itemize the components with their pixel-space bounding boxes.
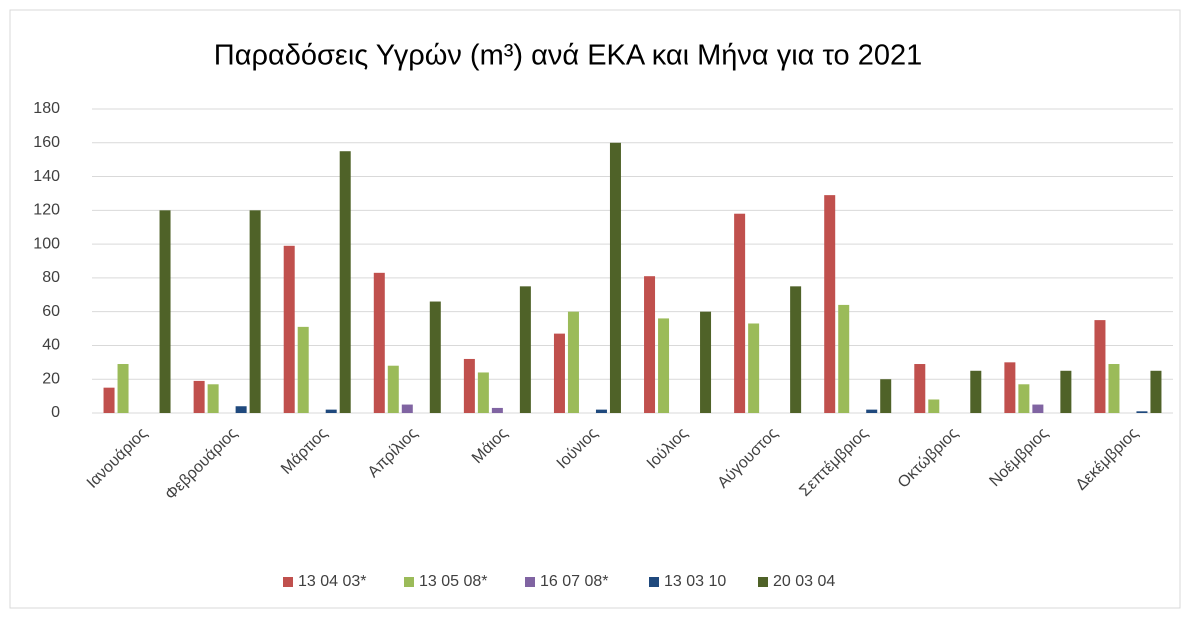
- bar: [1032, 404, 1044, 413]
- bar: [373, 272, 385, 413]
- bar: [159, 210, 171, 413]
- bar: [567, 311, 579, 413]
- bar: [193, 380, 205, 413]
- y-tick-label: 160: [33, 134, 60, 151]
- bar: [866, 409, 878, 413]
- bar: [1150, 370, 1162, 413]
- bar: [553, 333, 565, 413]
- bar: [103, 387, 115, 413]
- y-tick-label: 100: [33, 235, 60, 252]
- bar: [117, 364, 129, 413]
- legend-label: 20 03 04: [773, 573, 835, 590]
- bar: [1094, 320, 1106, 413]
- bar: [477, 372, 489, 413]
- bar: [1136, 411, 1148, 413]
- bar: [249, 210, 261, 413]
- chart-border: [9, 9, 1181, 609]
- bar: [658, 318, 670, 413]
- bar: [297, 326, 309, 413]
- legend-swatch: [525, 577, 535, 587]
- bar: [1018, 384, 1030, 413]
- bar: [644, 276, 656, 413]
- bar: [339, 151, 351, 413]
- bar: [1004, 362, 1016, 413]
- bar: [700, 311, 712, 413]
- legend-label: 13 03 10: [664, 573, 726, 590]
- bar: [838, 304, 850, 413]
- legend-swatch: [404, 577, 414, 587]
- bar: [824, 195, 836, 413]
- chart-title: Παραδόσεις Υγρών (m³) ανά ΕΚΑ και Μήνα γ…: [214, 40, 922, 72]
- bar: [519, 286, 531, 413]
- bar: [928, 399, 940, 413]
- y-tick-label: 40: [42, 337, 60, 354]
- bar: [790, 286, 802, 413]
- bar: [970, 370, 982, 413]
- y-tick-label: 0: [51, 404, 60, 421]
- y-tick-label: 120: [33, 202, 60, 219]
- bar: [595, 409, 607, 413]
- bar: [609, 142, 621, 413]
- y-tick-label: 20: [42, 370, 60, 387]
- bar: [463, 358, 475, 413]
- bar: [235, 406, 247, 413]
- bar: [387, 365, 399, 413]
- y-tick-label: 80: [42, 269, 60, 286]
- bar: [1060, 370, 1072, 413]
- bar: [283, 245, 295, 413]
- legend-swatch: [649, 577, 659, 587]
- legend-label: 13 04 03*: [298, 573, 367, 590]
- bar: [401, 404, 413, 413]
- y-tick-label: 60: [42, 303, 60, 320]
- bar: [491, 407, 503, 413]
- legend-label: 16 07 08*: [540, 573, 609, 590]
- legend-swatch: [758, 577, 768, 587]
- bar: [880, 379, 892, 413]
- bar: [207, 384, 219, 413]
- legend-label: 13 05 08*: [419, 573, 488, 590]
- bar: [914, 364, 926, 413]
- bar: [1108, 364, 1120, 413]
- y-tick-label: 140: [33, 168, 60, 185]
- bar: [734, 213, 746, 413]
- bar: [748, 323, 760, 413]
- y-tick-label: 180: [33, 100, 60, 117]
- bar: [429, 301, 441, 413]
- bar: [325, 409, 337, 413]
- legend-swatch: [283, 577, 293, 587]
